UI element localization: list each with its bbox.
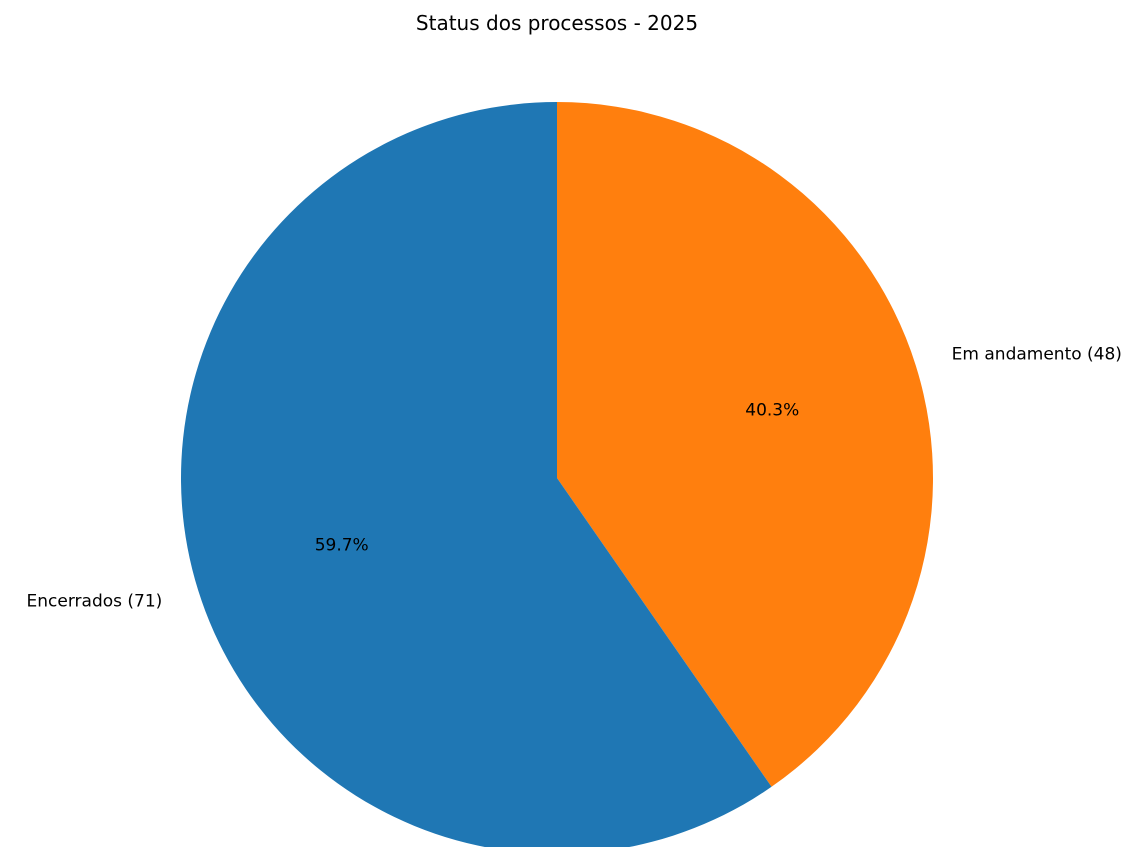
- pie-slices: [181, 102, 933, 847]
- pie-slice-label-1: Em andamento (48): [952, 344, 1122, 364]
- chart-title: Status dos processos - 2025: [416, 11, 698, 35]
- pie-labels: Em andamento (48) 40.3% Encerrados (71) 59.…: [27, 344, 1122, 611]
- pie-slice-1: [557, 102, 933, 787]
- pie-slice-2: [181, 102, 772, 847]
- pie-slice-percent-1: 40.3%: [745, 401, 799, 421]
- pie-slice-percent-2: 59.7%: [315, 535, 369, 555]
- pie-slice-label-2: Encerrados (71): [27, 592, 163, 612]
